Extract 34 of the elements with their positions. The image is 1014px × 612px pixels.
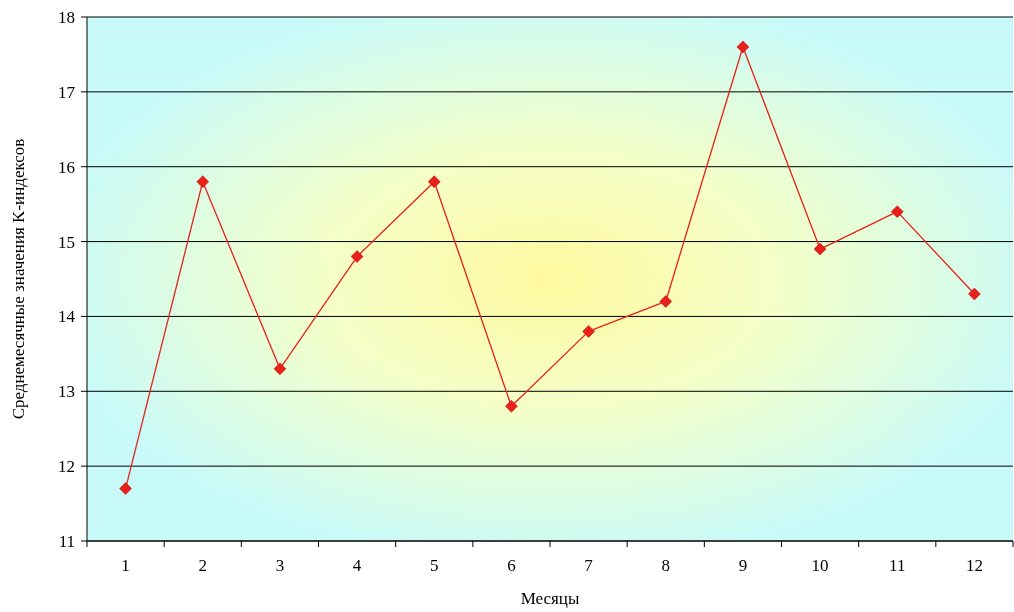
point <box>273 362 287 376</box>
x-tick-label: 1 <box>121 556 130 575</box>
x-tick-label: 3 <box>275 556 285 575</box>
point <box>505 400 518 413</box>
x-tick-label: 4 <box>352 556 362 575</box>
point <box>813 242 827 256</box>
y-tick-label: 13 <box>58 382 75 402</box>
x-tick-label: 9 <box>738 556 748 575</box>
x-tick-label: 8 <box>661 556 670 575</box>
y-tick-label: 18 <box>58 7 75 27</box>
x-axis-title: Месяцы <box>520 589 580 608</box>
y-tick-label: 15 <box>58 232 75 252</box>
point <box>968 287 981 301</box>
point <box>196 175 209 188</box>
x-tick-label: 7 <box>584 556 594 575</box>
y-tick-label: 14 <box>58 307 76 327</box>
y-tick-label: 17 <box>58 82 76 102</box>
x-tick-label: 5 <box>430 556 439 575</box>
y-tick-label: 11 <box>58 531 75 551</box>
point <box>428 175 441 188</box>
y-tick-label: 16 <box>58 157 75 177</box>
y-axis-title: Среднемесячные значения K-индексов <box>9 138 28 420</box>
y-tick-label: 12 <box>58 457 75 477</box>
point <box>736 40 750 54</box>
x-tick-label: 6 <box>507 556 516 575</box>
point <box>659 295 672 308</box>
x-tick-label: 12 <box>965 556 983 575</box>
point <box>119 482 132 495</box>
point <box>891 205 904 218</box>
point <box>350 250 364 263</box>
x-tick-label: 2 <box>198 556 207 575</box>
x-tick-label: 11 <box>889 556 906 575</box>
point <box>582 325 595 338</box>
x-tick-label: 10 <box>811 556 829 575</box>
